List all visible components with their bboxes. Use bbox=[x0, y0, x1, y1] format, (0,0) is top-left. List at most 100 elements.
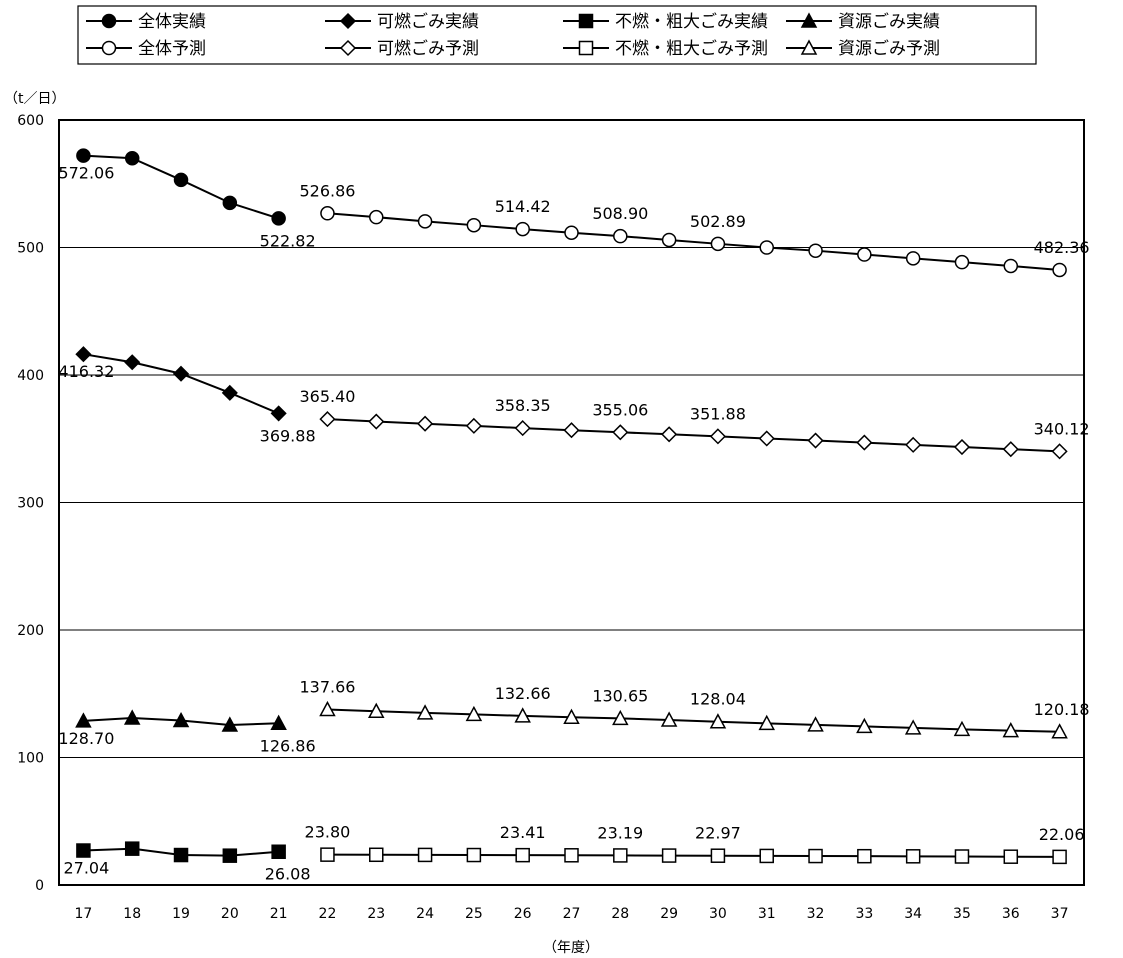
data-point bbox=[661, 848, 677, 863]
data-label: 137.66 bbox=[299, 677, 355, 696]
data-point bbox=[808, 848, 823, 864]
data-point bbox=[76, 843, 91, 858]
data-label: 26.08 bbox=[265, 865, 311, 884]
data-point bbox=[75, 712, 92, 728]
data-point bbox=[758, 430, 775, 447]
data-point bbox=[857, 247, 872, 262]
data-point bbox=[953, 438, 971, 456]
legend-marker bbox=[339, 39, 357, 57]
x-tick-label: 26 bbox=[514, 906, 532, 922]
x-tick-label: 37 bbox=[1051, 906, 1069, 922]
series-4: 128.70 126.86 bbox=[58, 709, 316, 755]
x-tick-label: 30 bbox=[709, 906, 727, 922]
data-label: 416.32 bbox=[58, 362, 114, 381]
data-point bbox=[1052, 849, 1067, 865]
data-point bbox=[270, 405, 287, 422]
data-point bbox=[515, 221, 530, 237]
legend-item: 不燃・粗大ごみ実績 bbox=[563, 12, 768, 32]
data-point bbox=[75, 346, 92, 363]
legend-marker bbox=[101, 13, 117, 29]
data-point bbox=[661, 232, 677, 248]
legend-marker bbox=[339, 12, 357, 30]
x-tick-label: 31 bbox=[758, 906, 776, 922]
legend-box bbox=[77, 5, 1037, 65]
data-label: 22.06 bbox=[1039, 825, 1085, 844]
data-point bbox=[221, 384, 238, 401]
data-point bbox=[613, 848, 628, 863]
x-tick-label: 32 bbox=[807, 906, 825, 922]
data-point bbox=[465, 417, 482, 434]
data-point bbox=[807, 716, 824, 732]
data-point bbox=[514, 707, 531, 723]
data-label: 365.40 bbox=[299, 387, 355, 406]
x-tick-label: 36 bbox=[1002, 906, 1020, 922]
data-point bbox=[515, 847, 530, 863]
data-label: 522.82 bbox=[260, 231, 316, 250]
data-point bbox=[417, 214, 433, 229]
legend-item: 不燃・粗大ごみ予測 bbox=[563, 39, 768, 59]
y-tick-label: 0 bbox=[35, 878, 44, 894]
data-label: 23.80 bbox=[305, 823, 351, 842]
x-tick-label: 20 bbox=[221, 906, 239, 922]
data-point bbox=[124, 841, 140, 856]
data-point bbox=[320, 206, 335, 221]
data-label: 355.06 bbox=[592, 400, 648, 419]
data-point bbox=[416, 704, 434, 720]
x-tick-label: 29 bbox=[660, 906, 678, 922]
data-point bbox=[271, 844, 286, 859]
data-label: 526.86 bbox=[299, 181, 355, 200]
x-tick-label: 34 bbox=[904, 906, 922, 922]
data-point bbox=[417, 415, 434, 432]
data-point bbox=[710, 848, 726, 863]
data-point bbox=[709, 428, 726, 445]
data-label: 22.97 bbox=[695, 824, 741, 843]
data-point bbox=[368, 702, 385, 718]
legend-marker bbox=[101, 40, 117, 56]
legend-marker bbox=[578, 13, 594, 29]
series-2: 416.32 369.88 bbox=[58, 346, 316, 445]
data-label: 126.86 bbox=[260, 736, 316, 755]
data-label: 572.06 bbox=[58, 164, 114, 183]
y-tick-label: 400 bbox=[17, 368, 44, 384]
legend-item: 資源ごみ予測 bbox=[786, 39, 940, 59]
data-point bbox=[368, 413, 385, 430]
data-point bbox=[563, 422, 580, 439]
y-tick-label: 200 bbox=[17, 623, 44, 639]
data-point bbox=[613, 228, 628, 244]
legend-label: 資源ごみ予測 bbox=[838, 39, 940, 59]
legend-label: 資源ごみ実績 bbox=[838, 12, 940, 32]
legend-marker bbox=[800, 12, 818, 28]
legend-label: 全体実績 bbox=[138, 12, 206, 32]
data-point bbox=[954, 849, 970, 864]
y-unit-label: （t／日） bbox=[4, 91, 66, 107]
data-point bbox=[709, 713, 727, 729]
data-point bbox=[612, 424, 629, 441]
data-point bbox=[222, 195, 238, 211]
data-label: 369.88 bbox=[260, 426, 316, 445]
legend-item: 全体実績 bbox=[86, 12, 206, 32]
data-point bbox=[807, 432, 824, 449]
data-point bbox=[1003, 849, 1019, 864]
y-tick-label: 500 bbox=[17, 241, 44, 257]
series-line bbox=[327, 212, 1060, 271]
data-point bbox=[173, 172, 189, 188]
x-tick-label: 33 bbox=[855, 906, 873, 922]
data-point bbox=[905, 436, 922, 453]
data-label: 132.66 bbox=[495, 684, 551, 703]
series-line bbox=[327, 418, 1060, 453]
legend-item: 資源ごみ実績 bbox=[786, 12, 940, 32]
data-point bbox=[270, 714, 287, 731]
legend-label: 可燃ごみ実績 bbox=[377, 12, 479, 32]
data-point bbox=[173, 847, 189, 863]
y-tick-label: 600 bbox=[17, 113, 44, 129]
legend-item: 全体予測 bbox=[86, 39, 206, 59]
legend-marker bbox=[578, 40, 594, 56]
y-tick-label: 100 bbox=[17, 751, 44, 767]
legend-item: 可燃ごみ実績 bbox=[325, 12, 479, 32]
x-tick-label: 24 bbox=[416, 906, 434, 922]
data-point bbox=[124, 151, 140, 166]
data-label: 23.19 bbox=[597, 823, 643, 842]
x-tick-label: 28 bbox=[611, 906, 629, 922]
